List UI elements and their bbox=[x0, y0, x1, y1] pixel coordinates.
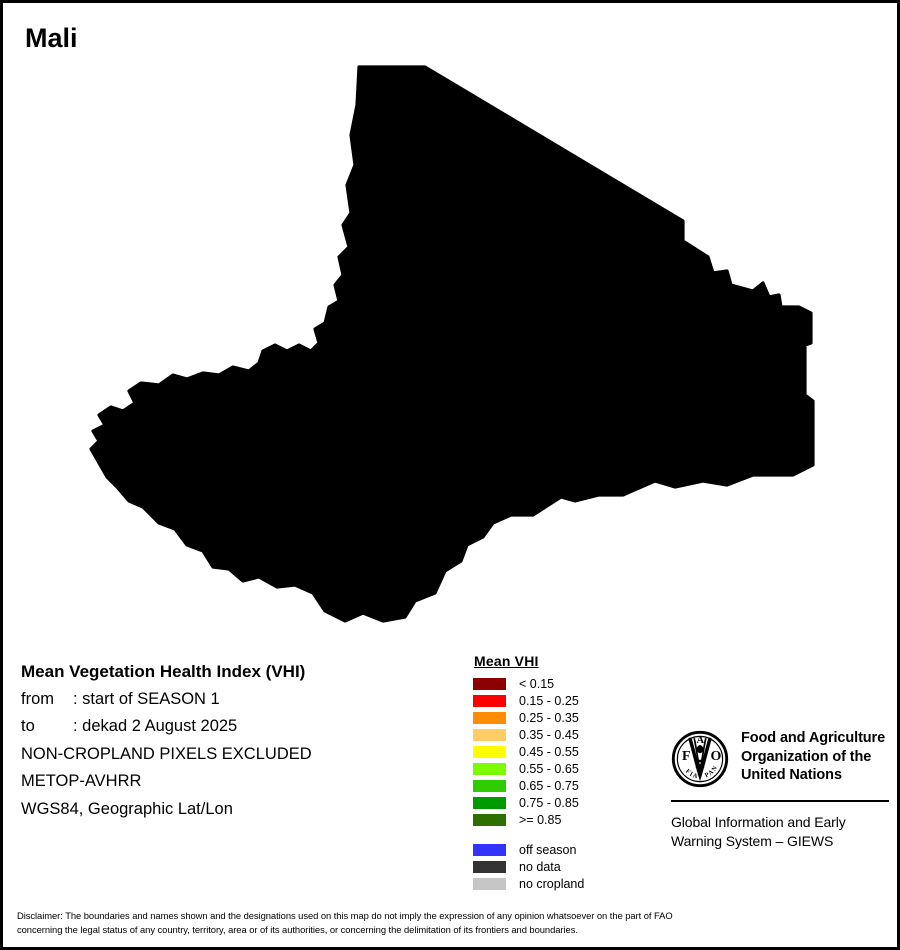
disclaimer-line2: concerning the legal status of any count… bbox=[17, 923, 578, 935]
fao-emblem-icon: F A O FIAT PANIS bbox=[671, 730, 729, 788]
info-from-sep: : bbox=[73, 689, 83, 708]
mali-map-svg[interactable] bbox=[63, 45, 843, 635]
country-outline bbox=[89, 65, 815, 623]
legend-label: 0.75 - 0.85 bbox=[519, 795, 579, 810]
legend-swatch bbox=[473, 728, 506, 741]
disclaimer-text: Disclaimer: The boundaries and names sho… bbox=[17, 909, 885, 936]
fao-name-line2: Organization of the bbox=[741, 748, 872, 765]
legend-swatch bbox=[473, 779, 506, 792]
giews-line2: Warning System – GIEWS bbox=[671, 833, 834, 849]
legend-swatch bbox=[473, 843, 506, 856]
fao-letter-o: O bbox=[710, 749, 721, 764]
fao-name-line1: Food and Agriculture bbox=[741, 730, 886, 746]
legend-label: 0.65 - 0.75 bbox=[519, 778, 579, 793]
map-legend: Mean VHI < 0.15 0.15 - 0.25 0.25 - 0.35 0.3… bbox=[473, 653, 663, 892]
legend-row-class-8: >= 0.85 bbox=[473, 811, 663, 828]
legend-row-special-1: no data bbox=[473, 858, 663, 875]
legend-label: 0.45 - 0.55 bbox=[519, 744, 579, 759]
info-from-value: start of SEASON 1 bbox=[82, 689, 220, 708]
info-from-row: from: start of SEASON 1 bbox=[21, 686, 451, 714]
info-projection: WGS84, Geographic Lat/Lon bbox=[21, 799, 233, 818]
legend-class-list: < 0.15 0.15 - 0.25 0.25 - 0.35 0.35 - 0.45 0… bbox=[473, 675, 663, 828]
disclaimer-line1: Disclaimer: The boundaries and names sho… bbox=[17, 910, 673, 921]
giews-line1: Global Information and Early bbox=[671, 814, 846, 830]
fao-divider bbox=[671, 800, 889, 802]
legend-label: 0.55 - 0.65 bbox=[519, 761, 579, 776]
legend-label: 0.35 - 0.45 bbox=[519, 727, 579, 742]
info-to-sep: : bbox=[73, 717, 83, 735]
legend-label: 0.25 - 0.35 bbox=[519, 710, 579, 725]
info-to-value: dekad 2 August 2025 bbox=[82, 717, 238, 735]
fao-letter-a: A bbox=[697, 735, 705, 746]
info-sensor: METOP-AVHRR bbox=[21, 772, 142, 790]
legend-swatch bbox=[473, 694, 506, 707]
legend-row-class-5: 0.55 - 0.65 bbox=[473, 760, 663, 777]
legend-swatch bbox=[473, 796, 506, 809]
info-heading: Mean Vegetation Health Index (VHI) bbox=[21, 662, 306, 681]
legend-label: no cropland bbox=[519, 876, 585, 891]
legend-label: no data bbox=[519, 859, 561, 874]
legend-swatch bbox=[473, 762, 506, 775]
info-from-key: from bbox=[21, 689, 54, 708]
legend-swatch bbox=[473, 745, 506, 758]
legend-row-special-0: off season bbox=[473, 841, 663, 858]
legend-label: off season bbox=[519, 842, 577, 857]
legend-row-class-7: 0.75 - 0.85 bbox=[473, 794, 663, 811]
legend-row-class-0: < 0.15 bbox=[473, 675, 663, 692]
legend-row-class-6: 0.65 - 0.75 bbox=[473, 777, 663, 794]
legend-row-class-2: 0.25 - 0.35 bbox=[473, 709, 663, 726]
legend-swatch bbox=[473, 813, 506, 826]
legend-swatch bbox=[473, 877, 506, 890]
fao-branding-block: F A O FIAT PANIS Food and Agriculture Or… bbox=[671, 729, 889, 851]
legend-swatch bbox=[473, 677, 506, 690]
map-canvas[interactable] bbox=[63, 45, 843, 635]
info-excluded: NON-CROPLAND PIXELS EXCLUDED bbox=[21, 744, 312, 763]
legend-row-class-1: 0.15 - 0.25 bbox=[473, 692, 663, 709]
legend-row-class-3: 0.35 - 0.45 bbox=[473, 726, 663, 743]
legend-label: 0.15 - 0.25 bbox=[519, 693, 579, 708]
info-to-key: to bbox=[21, 717, 35, 735]
fao-letter-f: F bbox=[682, 749, 691, 764]
legend-special-list: off season no data no cropland bbox=[473, 841, 663, 892]
legend-title: Mean VHI bbox=[474, 653, 539, 669]
giews-subtitle: Global Information and Early Warning Sys… bbox=[671, 813, 889, 851]
fao-organization-name: Food and Agriculture Organization of the… bbox=[741, 729, 885, 785]
legend-label: < 0.15 bbox=[519, 676, 555, 691]
legend-swatch bbox=[473, 711, 506, 724]
legend-row-class-4: 0.45 - 0.55 bbox=[473, 743, 663, 760]
fao-name-line3: United Nations bbox=[741, 767, 842, 783]
legend-label: >= 0.85 bbox=[519, 812, 562, 827]
info-to-row: to: dekad 2 August 2025 bbox=[21, 713, 451, 741]
map-info-block: Mean Vegetation Health Index (VHI) from:… bbox=[21, 658, 451, 823]
fao-logo-row: F A O FIAT PANIS Food and Agriculture Or… bbox=[671, 729, 889, 788]
legend-spacer bbox=[473, 828, 663, 841]
legend-row-special-2: no cropland bbox=[473, 875, 663, 892]
legend-swatch bbox=[473, 860, 506, 873]
page-title: Mali bbox=[25, 23, 78, 53]
